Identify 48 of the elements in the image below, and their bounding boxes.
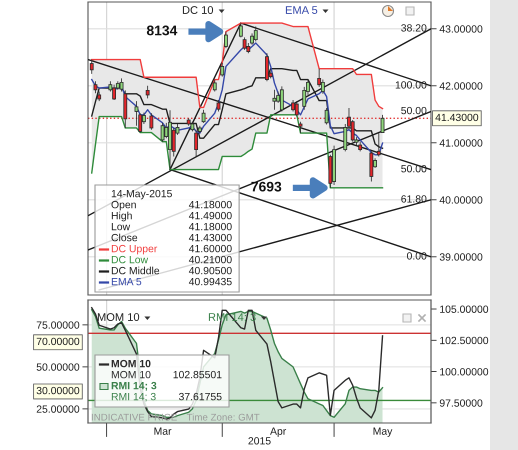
annotation: Time Zone: GMT <box>186 413 260 421</box>
x-axis-title: 2015 <box>248 437 271 445</box>
text: Low 41.18000 <box>112 222 232 230</box>
y-tick-label: 25.00000 <box>36 405 80 413</box>
x-tick-label: Mar <box>154 428 172 435</box>
annotation: 38.20 <box>401 24 426 32</box>
y2-tick-label: 97.50000 <box>440 399 482 407</box>
legend-label: EMA 5 <box>112 278 142 286</box>
legend-label: RMI 14; 3 <box>112 382 156 391</box>
chart-subtitle: EMA 5 <box>286 6 318 14</box>
y-tick-label: 42.00000 <box>440 82 482 90</box>
text: Open 41.18000 <box>111 200 232 210</box>
legend-label: DC Middle <box>112 266 160 274</box>
ref-line-label: 30.00000 <box>36 386 80 394</box>
annotation: 37.61755 <box>178 392 222 400</box>
annotation: 7693 <box>251 182 282 192</box>
annotation: 40.99435 <box>188 278 232 286</box>
annotation: 102.85501 <box>174 370 222 378</box>
annotation: 40.90500 <box>188 266 232 274</box>
annotation: 61.80 <box>401 195 426 203</box>
annotation: 50.00 <box>401 106 426 114</box>
annotation: 41.60000 <box>188 244 232 252</box>
y-tick-label: 41.00000 <box>440 139 482 147</box>
y-tick-label: 75.00000 <box>36 321 80 329</box>
y2-tick-label: 105.00000 <box>440 306 488 313</box>
y2-tick-label: 100.00000 <box>440 368 488 376</box>
text: MOM 10 <box>112 370 151 378</box>
y-tick-label: 39.00000 <box>440 253 482 261</box>
series-label: MOM 10 <box>112 360 151 368</box>
ref-line-label: 41.43000 <box>435 114 478 122</box>
annotation: 8134 <box>146 26 178 36</box>
text: MOM 10 <box>98 313 140 321</box>
legend-label: DC Low <box>112 256 148 264</box>
text: RMI 14; 3 <box>112 392 156 402</box>
y2-tick-label: 102.50000 <box>440 336 488 344</box>
chart-title: DC 10 <box>182 6 214 14</box>
y-tick-label: 43.00000 <box>440 25 482 33</box>
x-tick-label: Apr <box>270 428 286 437</box>
y-tick-label: 40.00000 <box>440 196 482 204</box>
annotation: 100.00 <box>396 81 426 89</box>
legend-title: 14-May-2015 <box>112 190 172 200</box>
ref-line-label: 70.00000 <box>36 338 80 346</box>
text: High 41.49000 <box>112 212 232 222</box>
y-tick-label: 50.00000 <box>36 363 80 371</box>
text: Close 41.43000 <box>112 234 232 242</box>
legend-label: DC Upper <box>112 244 158 254</box>
annotation: 40.21000 <box>188 256 232 264</box>
x-tick-label: May <box>374 428 392 437</box>
